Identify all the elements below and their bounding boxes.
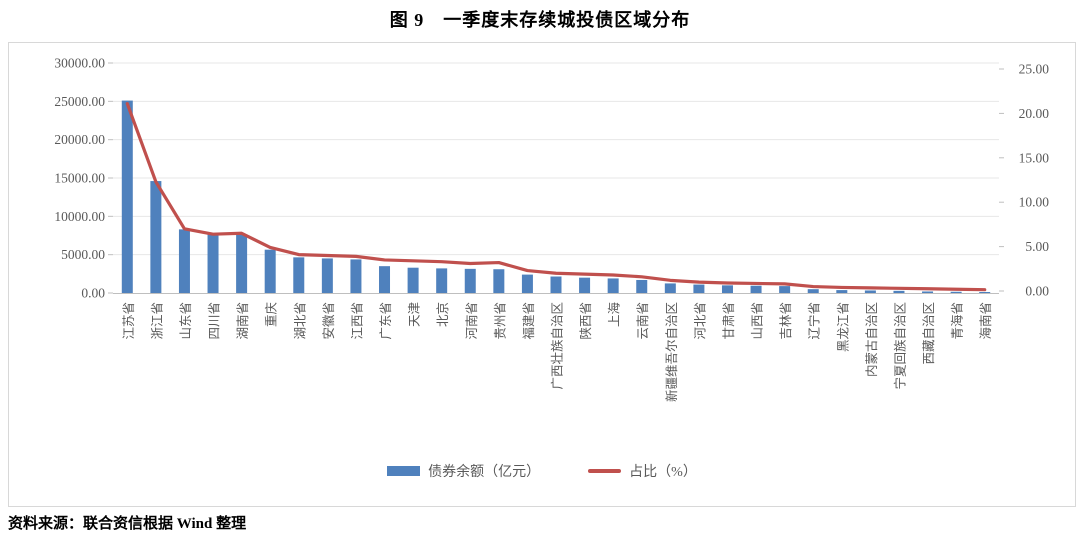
- x-axis-label: 广西壮族自治区: [551, 302, 565, 390]
- bar: [178, 229, 190, 293]
- bar: [979, 292, 991, 293]
- x-axis-label: 海南省: [978, 302, 993, 340]
- x-axis-label: 安徽省: [321, 302, 336, 340]
- y-axis-left-label: 25000.00: [54, 94, 105, 109]
- x-axis-label: 云南省: [635, 302, 650, 340]
- bar: [864, 290, 876, 293]
- bar-series-swatch-icon: [387, 466, 421, 476]
- x-axis-label: 内蒙古自治区: [864, 302, 879, 377]
- y-axis-right-label: 15.00: [1019, 150, 1050, 165]
- bar: [207, 234, 219, 293]
- x-axis-label: 青海省: [950, 302, 965, 340]
- bar: [379, 266, 391, 293]
- x-axis-label: 北京: [436, 302, 450, 327]
- x-axis-label: 江西省: [350, 302, 364, 340]
- bar: [493, 269, 505, 293]
- share-line: [125, 102, 987, 292]
- x-axis-label: 广东省: [379, 302, 393, 340]
- y-axis-left-label: 0.00: [81, 286, 105, 301]
- bar: [350, 259, 362, 293]
- y-axis-left-label: 30000.00: [54, 56, 105, 71]
- bar: [807, 289, 819, 293]
- legend-label-bars: 债券余额（亿元）: [428, 465, 541, 480]
- source-note: 资料来源：联合资信根据 Wind 整理: [8, 516, 247, 532]
- x-axis-label: 山西省: [751, 302, 765, 340]
- x-axis-label: 贵州省: [493, 302, 507, 340]
- bar: [436, 268, 448, 293]
- bar: [293, 257, 305, 293]
- y-axis-left-label: 20000.00: [54, 132, 105, 147]
- chart-canvas: 0.00 5000.00 10000.00 15000.00 20000.00 25000…: [54, 56, 1050, 403]
- y-axis-right-label: 0.00: [1025, 284, 1049, 299]
- x-axis-label: 山东省: [179, 302, 193, 340]
- bar: [950, 291, 962, 293]
- x-axis-label: 新疆维吾尔自治区: [664, 302, 679, 402]
- x-axis-label: 吉林省: [779, 302, 793, 340]
- x-axis-label: 重庆: [264, 302, 279, 328]
- x-axis-label: 浙江省: [149, 302, 164, 340]
- x-axis-label: 河南省: [464, 302, 479, 340]
- x-axis-label: 西藏自治区: [922, 302, 936, 365]
- bar: [264, 249, 276, 293]
- bar: [150, 181, 162, 293]
- legend-label-line: 占比（%）: [629, 465, 697, 480]
- bar: [464, 268, 476, 293]
- bar: [750, 285, 762, 293]
- y-axis-right-label: 10.00: [1019, 195, 1050, 210]
- x-axis-label: 四川省: [208, 302, 222, 340]
- bar: [236, 234, 248, 293]
- x-axis-label: 福建省: [521, 302, 536, 340]
- bar: [779, 286, 791, 293]
- x-axis-label: 湖南省: [235, 302, 250, 340]
- y-axis-right-label: 5.00: [1025, 239, 1049, 254]
- bar: [636, 279, 648, 293]
- bar: [607, 278, 619, 293]
- y-axis-left-label: 15000.00: [54, 171, 105, 186]
- bar: [550, 276, 562, 293]
- figure-title: 图 9 一季度末存续城投债区域分布: [389, 10, 691, 30]
- bar: [321, 258, 333, 293]
- bar: [893, 290, 905, 293]
- chart-area: 0.00 5000.00 10000.00 15000.00 20000.00 25000…: [8, 42, 1076, 507]
- bar: [693, 284, 705, 293]
- bar: [579, 277, 591, 293]
- x-axis-label: 湖北省: [292, 302, 307, 340]
- bar: [664, 283, 676, 293]
- y-axis-left-label: 5000.00: [61, 247, 105, 262]
- bar: [521, 274, 533, 293]
- bar: [407, 267, 419, 293]
- x-axis-label: 甘肃省: [722, 302, 736, 340]
- x-axis-label: 黑龙江省: [836, 302, 850, 352]
- line-series-swatch-icon: [588, 469, 622, 473]
- y-axis-right-label: 20.00: [1019, 106, 1050, 121]
- x-axis-label: 宁夏回族自治区: [892, 302, 907, 390]
- x-axis-label: 辽宁省: [807, 302, 822, 340]
- y-axis-left-label: 10000.00: [54, 209, 105, 224]
- legend-item-bars: 债券余额（亿元）: [387, 461, 540, 481]
- legend-item-line: 占比（%）: [588, 461, 697, 481]
- y-axis-right-label: 25.00: [1019, 62, 1050, 77]
- bar: [922, 291, 934, 293]
- x-axis-label: 天津: [408, 302, 422, 327]
- x-axis-label: 河北省: [693, 302, 707, 340]
- bar: [836, 290, 848, 293]
- x-axis-label: 上海: [607, 302, 622, 328]
- x-axis-label: 江苏省: [121, 302, 136, 340]
- legend: 债券余额（亿元） 占比（%）: [9, 461, 1075, 481]
- bar: [721, 285, 733, 293]
- x-axis-label: 陕西省: [578, 302, 593, 340]
- bar: [121, 100, 133, 293]
